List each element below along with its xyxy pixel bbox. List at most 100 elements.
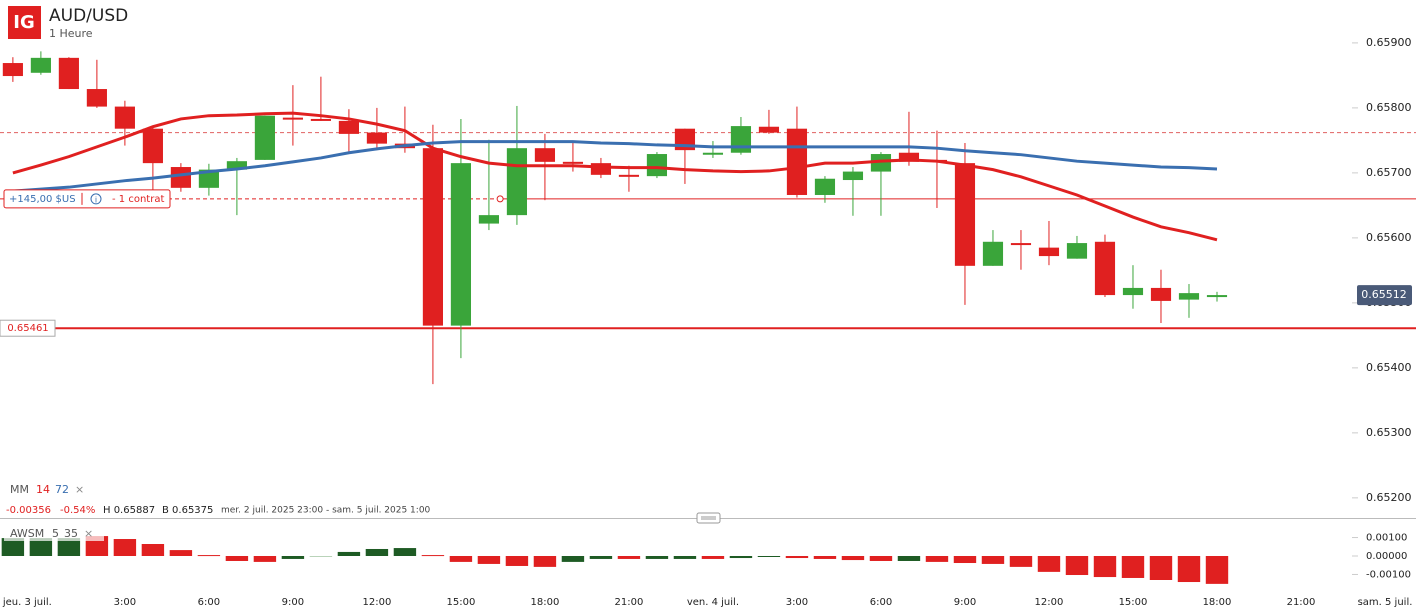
legend-entry[interactable]: 72 bbox=[55, 483, 69, 496]
x-tick-label: 21:00 bbox=[1287, 597, 1316, 608]
info-icon-text: i bbox=[95, 195, 97, 204]
chart-title: AUD/USD bbox=[49, 6, 128, 26]
candle-body bbox=[590, 163, 612, 175]
bar bbox=[757, 556, 781, 557]
legend-label: MM bbox=[10, 483, 29, 496]
close-button[interactable]: × bbox=[75, 483, 84, 496]
candle-body bbox=[534, 148, 556, 162]
legend-entry[interactable]: 14 bbox=[36, 483, 50, 496]
bar bbox=[337, 551, 361, 556]
bar bbox=[1037, 556, 1061, 572]
bar bbox=[1205, 556, 1229, 584]
y-tick-label: -0.00100 bbox=[1366, 569, 1411, 580]
candle-body bbox=[1094, 241, 1116, 296]
x-tick-label: 18:00 bbox=[531, 597, 560, 608]
candle-body bbox=[366, 132, 387, 144]
candle-body bbox=[1122, 287, 1144, 296]
y-tick-label: 0.00100 bbox=[1366, 533, 1407, 544]
stop-label: 0.65461 bbox=[7, 323, 48, 334]
y-tick-label: 0.65700 bbox=[1366, 166, 1412, 179]
bar bbox=[869, 556, 893, 561]
legend-box bbox=[4, 527, 104, 541]
bar bbox=[589, 556, 613, 559]
candle-body bbox=[618, 174, 640, 177]
x-tick-label: 12:00 bbox=[1035, 597, 1064, 608]
bar bbox=[1065, 556, 1089, 576]
entry-marker bbox=[496, 195, 504, 203]
position-size: - 1 contrat bbox=[112, 194, 164, 205]
x-tick-label: 3:00 bbox=[786, 597, 808, 608]
candle-body bbox=[450, 163, 472, 326]
range: mer. 2 juil. 2025 23:00 - sam. 5 juil. 2… bbox=[221, 506, 431, 516]
candle-body bbox=[310, 118, 331, 121]
bar bbox=[701, 556, 725, 559]
candle-body bbox=[1010, 243, 1032, 246]
x-tick-label: jeu. 3 juil. bbox=[2, 597, 52, 608]
x-tick-label: 6:00 bbox=[870, 597, 892, 608]
y-tick-label: 0.65200 bbox=[1366, 491, 1412, 504]
candle-body bbox=[1038, 247, 1060, 257]
candle-body bbox=[842, 171, 864, 181]
position-label-box[interactable] bbox=[3, 189, 171, 209]
bar bbox=[1121, 556, 1145, 578]
candle-body bbox=[1178, 293, 1200, 300]
candle-body bbox=[86, 89, 107, 107]
pane-handle[interactable] bbox=[696, 512, 721, 524]
bar bbox=[981, 556, 1005, 564]
bar bbox=[365, 548, 389, 556]
x-tick-label: 18:00 bbox=[1203, 597, 1232, 608]
bar bbox=[645, 556, 669, 559]
y-tick-label: 0.65600 bbox=[1366, 231, 1412, 244]
last-price-label: 0.65512 bbox=[1361, 288, 1407, 301]
bar bbox=[897, 556, 921, 561]
y-tick-label: 0.65900 bbox=[1366, 36, 1412, 49]
y-tick-label: 0.65400 bbox=[1366, 361, 1412, 374]
candle-body bbox=[30, 57, 51, 73]
x-tick-label: ven. 4 juil. bbox=[687, 597, 739, 608]
candle-body bbox=[422, 148, 443, 326]
candle-body bbox=[1206, 295, 1228, 298]
candle-body bbox=[226, 161, 247, 170]
close-button[interactable]: × bbox=[84, 527, 93, 540]
bar bbox=[1009, 556, 1033, 567]
candle-body bbox=[58, 57, 79, 90]
subtitle: 1 Heure bbox=[49, 27, 93, 40]
bar bbox=[225, 556, 249, 561]
bar bbox=[1, 538, 25, 556]
bar bbox=[169, 550, 193, 556]
candle-body bbox=[282, 117, 303, 120]
logo bbox=[8, 6, 41, 39]
x-tick-label: 9:00 bbox=[954, 597, 976, 608]
bar bbox=[85, 536, 109, 556]
plot-layer bbox=[0, 42, 1416, 584]
change: -0.00356 bbox=[6, 505, 51, 516]
bar bbox=[477, 556, 501, 564]
x-tick-label: 12:00 bbox=[362, 597, 391, 608]
bar bbox=[953, 556, 977, 564]
indicator-param: 5 bbox=[52, 527, 59, 540]
x-tick-label: sam. 5 juil. bbox=[1358, 597, 1413, 608]
candle-body bbox=[2, 63, 23, 77]
bar bbox=[561, 556, 585, 562]
y-tick-label: 0.65300 bbox=[1366, 426, 1412, 439]
change-pct: -0.54% bbox=[60, 505, 95, 516]
stop-label-box bbox=[0, 319, 56, 337]
x-tick-label: 6:00 bbox=[198, 597, 220, 608]
indicator-param: 35 bbox=[64, 527, 78, 540]
candle-body bbox=[506, 148, 528, 216]
candle-body bbox=[254, 115, 275, 160]
candle-body bbox=[870, 154, 892, 172]
candle-body bbox=[142, 128, 163, 164]
candle-body bbox=[758, 126, 780, 133]
position-pnl: +145,00 $US bbox=[9, 194, 76, 205]
bar bbox=[729, 556, 753, 559]
bar bbox=[505, 556, 529, 566]
indicator-name: AWSM bbox=[10, 527, 44, 540]
bar bbox=[533, 556, 557, 567]
candle-body bbox=[1066, 243, 1088, 259]
bar bbox=[281, 556, 305, 559]
info-icon[interactable] bbox=[90, 193, 102, 205]
last-price-tag bbox=[1357, 285, 1412, 306]
candle-body bbox=[198, 169, 219, 188]
bar bbox=[253, 556, 277, 562]
